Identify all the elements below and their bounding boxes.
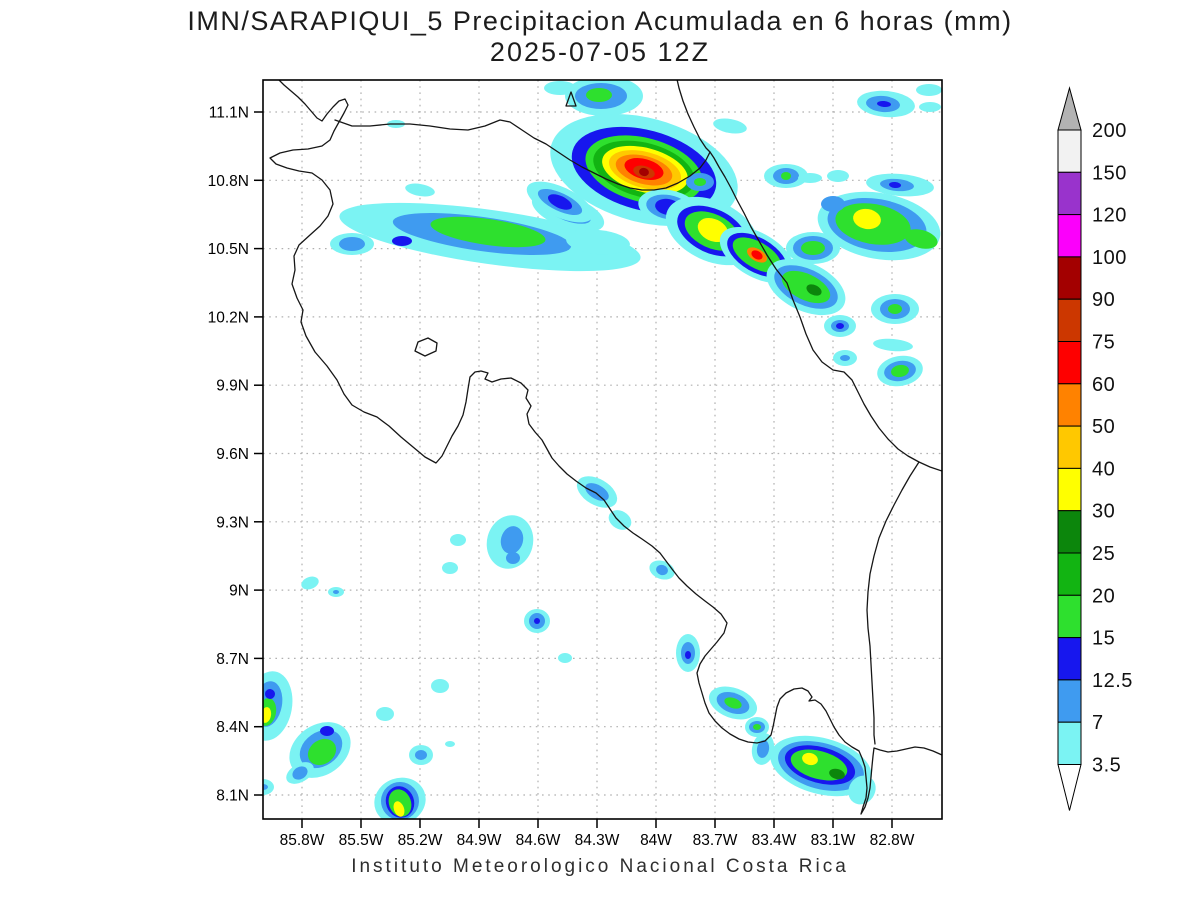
x-axis-tick-label: 84.3W [575, 832, 620, 849]
y-axis-tick-label: 8.7N [216, 651, 249, 668]
colorbar-label: 12.5 [1092, 670, 1133, 692]
plot-border [262, 79, 943, 820]
y-axis-tick-label: 9.9N [216, 378, 249, 395]
y-axis-tick-label: 9.6N [216, 446, 249, 463]
colorbar-box [1057, 298, 1082, 343]
colorbar-label: 50 [1092, 416, 1115, 438]
colorbar-box [1057, 679, 1082, 723]
colorbar-box [1057, 552, 1082, 596]
colorbar-label: 7 [1092, 712, 1104, 734]
colorbar-label: 60 [1092, 374, 1115, 396]
x-axis-tick-label: 85.5W [339, 832, 384, 849]
colorbar-label: 20 [1092, 585, 1115, 607]
colorbar-label: 15 [1092, 628, 1115, 650]
colorbar-box [1057, 594, 1082, 639]
coastline-layer [269, 80, 942, 815]
coastline [334, 119, 711, 191]
axes: 85.8W 85.5W 85.2W 84.9W 84.6W 84.3W 84W 83.7W 83… [208, 105, 915, 850]
colorbar-box [1057, 383, 1082, 427]
coastline [269, 80, 942, 815]
y-axis-tick-label: 9.3N [216, 514, 249, 531]
colorbar-box [1057, 214, 1082, 258]
colorbar-label: 75 [1092, 332, 1115, 354]
colorbar-label: 25 [1092, 543, 1115, 565]
colorbar-arrow-up [1057, 86, 1082, 131]
colorbar-box [1057, 341, 1082, 385]
colorbar-box [1057, 425, 1082, 469]
colorbar-box [1057, 171, 1082, 216]
colorbar-arrow-down [1057, 764, 1082, 811]
y-axis-tick-label: 10.8N [208, 173, 249, 190]
colorbar-label: 120 [1092, 205, 1127, 227]
y-axis-tick-label: 10.5N [208, 241, 249, 258]
footer-attribution: Instituto Meteorologico Nacional Costa R… [351, 856, 849, 877]
x-axis-tick-label: 84.9W [457, 832, 502, 849]
y-axis-tick-label: 10.2N [208, 309, 249, 326]
colorbar-label: 100 [1092, 247, 1127, 269]
x-axis-tick-label: 85.8W [280, 832, 325, 849]
x-axis-tick-label: 83.1W [811, 832, 856, 849]
colorbar-box [1057, 256, 1082, 300]
chart-subtitle-date: 2025-07-05 12Z [489, 37, 711, 67]
colorbar-label: 200 [1092, 120, 1127, 142]
colorbar-label: 40 [1092, 458, 1115, 480]
x-axis-tick-label: 82.8W [870, 832, 915, 849]
y-axis-tick-label: 11.1N [209, 105, 249, 122]
y-axis-tick-label: 8.1N [216, 788, 249, 805]
coastline [866, 461, 920, 745]
colorbar-box [1057, 721, 1082, 766]
lake-outline [414, 337, 438, 357]
colorbar-box [1057, 129, 1082, 173]
x-axis-tick-label: 85.2W [398, 832, 443, 849]
x-axis-tick-label: 83.4W [752, 832, 797, 849]
colorbar-box [1057, 510, 1082, 554]
colorbar-box [1057, 637, 1082, 681]
lake-outline [565, 91, 577, 107]
coastline [676, 80, 942, 472]
x-axis-tick-label: 83.7W [693, 832, 738, 849]
colorbar-label: 150 [1092, 162, 1127, 184]
colorbar-label: 3.5 [1092, 755, 1121, 777]
x-axis-tick-label: 84W [640, 832, 672, 849]
y-axis-tick-label: 8.4N [216, 719, 249, 736]
colorbar-label: 90 [1092, 289, 1115, 311]
x-axis-tick-label: 84.6W [516, 832, 561, 849]
colorbar: 200 150 120 100 90 75 60 50 40 30 25 20 15 12.5 7 3.5 [1057, 86, 1133, 811]
precipitation-shading [263, 80, 942, 819]
chart-title: IMN/SARAPIQUI_5 Precipitacion Acumulada … [187, 6, 1013, 36]
y-axis-tick-label: 9N [229, 583, 249, 600]
colorbar-box [1057, 467, 1082, 512]
colorbar-label: 30 [1092, 501, 1115, 523]
